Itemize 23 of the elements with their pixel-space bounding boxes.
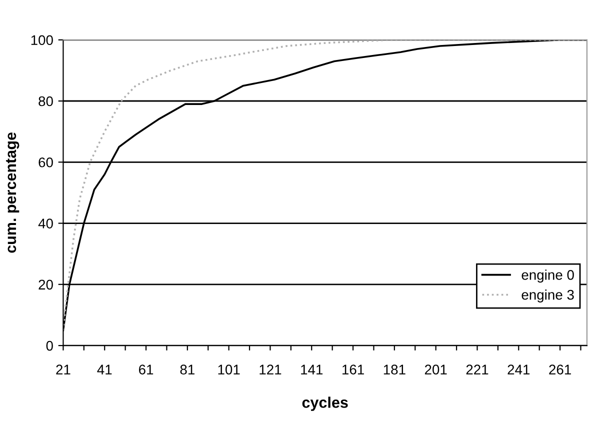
y-tick-label: 60: [38, 157, 53, 168]
x-tick-label: 261: [549, 364, 571, 374]
x-tick-label: 221: [466, 364, 488, 374]
legend-label: engine 0: [522, 270, 574, 283]
x-tick-label: 241: [508, 364, 530, 374]
y-tick-label: 80: [38, 96, 53, 106]
x-tick-label: 121: [260, 364, 282, 374]
x-tick-label: 21: [56, 364, 70, 374]
x-tick-label: 161: [342, 364, 364, 374]
x-tick-label: 81: [180, 364, 194, 374]
x-tick-label: 181: [384, 364, 406, 374]
legend-label: engine 3: [522, 290, 574, 302]
y-tick-label: 40: [38, 218, 53, 228]
x-tick-label: 141: [301, 364, 323, 374]
x-tick-label: 101: [218, 364, 240, 374]
x-tick-label: 41: [97, 364, 112, 374]
x-tick-label: 201: [424, 364, 447, 374]
y-axis-title: cum. percentage: [6, 132, 20, 253]
x-axis-title: cycles: [302, 396, 348, 411]
y-tick-label: 0: [46, 340, 53, 351]
y-tick-label: 20: [38, 280, 53, 290]
x-tick-label: 61: [138, 364, 154, 374]
y-tick-label: 100: [31, 35, 53, 46]
